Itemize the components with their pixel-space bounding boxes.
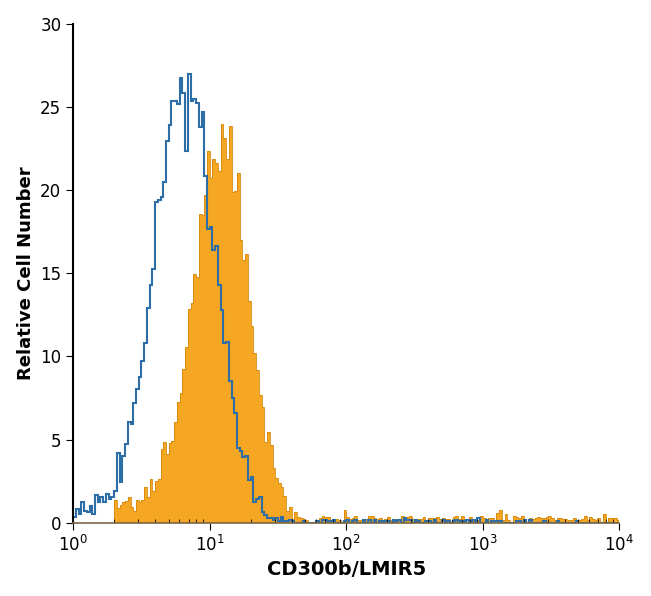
Y-axis label: Relative Cell Number: Relative Cell Number: [17, 166, 35, 380]
X-axis label: CD300b/LMIR5: CD300b/LMIR5: [267, 560, 426, 579]
